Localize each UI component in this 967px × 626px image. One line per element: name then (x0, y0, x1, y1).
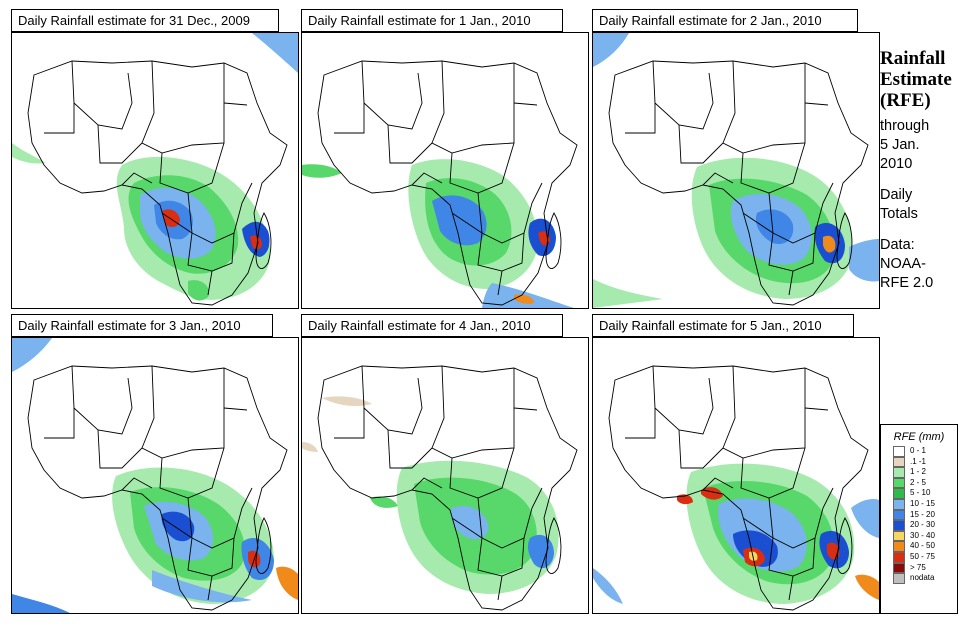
map-title: Daily Rainfall estimate for 2 Jan., 2010 (592, 9, 858, 32)
legend-swatch (893, 509, 905, 521)
map-panel: Daily Rainfall estimate for 4 Jan., 2010 (301, 314, 589, 614)
africa-borders (608, 60, 869, 306)
map-panel: Daily Rainfall estimate for 2 Jan., 2010 (592, 9, 880, 309)
legend-swatch (893, 520, 905, 531)
legend-swatch (893, 573, 905, 584)
legend-swatch (893, 562, 905, 574)
legend-item: 0 - 1 (881, 446, 957, 457)
totals-label: Totals (880, 206, 918, 222)
side-description: Rainfall Estimate (RFE) through 5 Jan. 2… (880, 48, 965, 293)
rainfall-map (592, 32, 880, 309)
rain-areas (302, 396, 559, 594)
rainfall-map (301, 337, 589, 614)
legend-label: 40 - 50 (910, 541, 935, 551)
side-title-line-1: Rainfall (880, 48, 946, 69)
source-line-1: NOAA- (880, 256, 926, 272)
legend-item: 5 - 10 (881, 488, 957, 499)
legend-label: 15 - 20 (910, 509, 935, 519)
map-title: Daily Rainfall estimate for 31 Dec., 200… (11, 9, 279, 32)
legend-swatch (893, 530, 905, 542)
legend-swatch (893, 467, 905, 478)
rain-areas (593, 463, 879, 604)
map-panel: Daily Rainfall estimate for 5 Jan., 2010 (592, 314, 880, 614)
legend-swatch (893, 551, 905, 563)
daily-label: Daily (880, 187, 913, 203)
legend-title: RFE (mm) (893, 431, 945, 443)
legend-swatch (893, 541, 905, 552)
legend-item: 10 - 15 (881, 498, 957, 510)
side-title-line-2: Estimate (880, 69, 952, 90)
rainfall-map (301, 32, 589, 309)
end-date-line-1: 5 Jan. (880, 137, 920, 153)
africa-borders (27, 60, 288, 306)
map-panel: Daily Rainfall estimate for 3 Jan., 2010 (11, 314, 299, 614)
legend-swatch (893, 456, 905, 468)
africa-borders (317, 60, 578, 306)
through-label: through (880, 118, 930, 134)
rain-areas (593, 33, 879, 308)
legend-item: 1 - 2 (881, 467, 957, 478)
legend-label: 10 - 15 (910, 498, 935, 508)
rain-areas (12, 33, 298, 301)
rain-areas (302, 159, 574, 308)
map-panel: Daily Rainfall estimate for 1 Jan., 2010 (301, 9, 589, 309)
legend-item: 15 - 20 (881, 509, 957, 521)
source-line-2: RFE 2.0 (880, 275, 934, 291)
rainfall-map (11, 337, 299, 614)
legend-item: 20 - 30 (881, 520, 957, 531)
legend-label: 30 - 40 (910, 530, 935, 540)
legend-item: 2 - 5 (881, 477, 957, 489)
legend-label: 50 - 75 (910, 551, 935, 561)
legend-label: nodata (910, 573, 935, 583)
legend-swatch (893, 498, 905, 510)
africa-borders (27, 365, 288, 611)
legend-label: 5 - 10 (910, 488, 931, 498)
rainfall-map (11, 32, 299, 309)
legend-label: 0 - 1 (910, 446, 927, 455)
rainfall-map (592, 337, 880, 614)
legend-swatch (893, 488, 905, 499)
map-title: Daily Rainfall estimate for 1 Jan., 2010 (301, 9, 563, 32)
africa-borders (317, 365, 578, 611)
map-panel: Daily Rainfall estimate for 31 Dec., 200… (11, 9, 299, 309)
legend-swatch (893, 446, 905, 457)
africa-borders (608, 365, 869, 611)
legend-item: .1 -1 (881, 456, 957, 468)
legend-item: 30 - 40 (881, 530, 957, 542)
side-title-line-3: (RFE) (880, 90, 931, 111)
legend-label: 1 - 2 (910, 467, 927, 477)
map-title: Daily Rainfall estimate for 4 Jan., 2010 (301, 314, 563, 337)
map-title: Daily Rainfall estimate for 5 Jan., 2010 (592, 314, 854, 337)
legend-label: .1 -1 (910, 456, 927, 466)
legend-item: nodata (881, 573, 957, 584)
end-date-line-2: 2010 (880, 156, 913, 172)
legend-item: 40 - 50 (881, 541, 957, 552)
data-label: Data: (880, 237, 915, 253)
legend-label: > 75 (910, 562, 926, 572)
legend-label: 2 - 5 (910, 477, 927, 487)
rain-areas (12, 338, 298, 613)
legend-label: 20 - 30 (910, 520, 935, 530)
legend-swatch (893, 477, 905, 489)
legend-item: > 75 (881, 562, 957, 574)
legend-item: 50 - 75 (881, 551, 957, 563)
map-title: Daily Rainfall estimate for 3 Jan., 2010 (11, 314, 273, 337)
